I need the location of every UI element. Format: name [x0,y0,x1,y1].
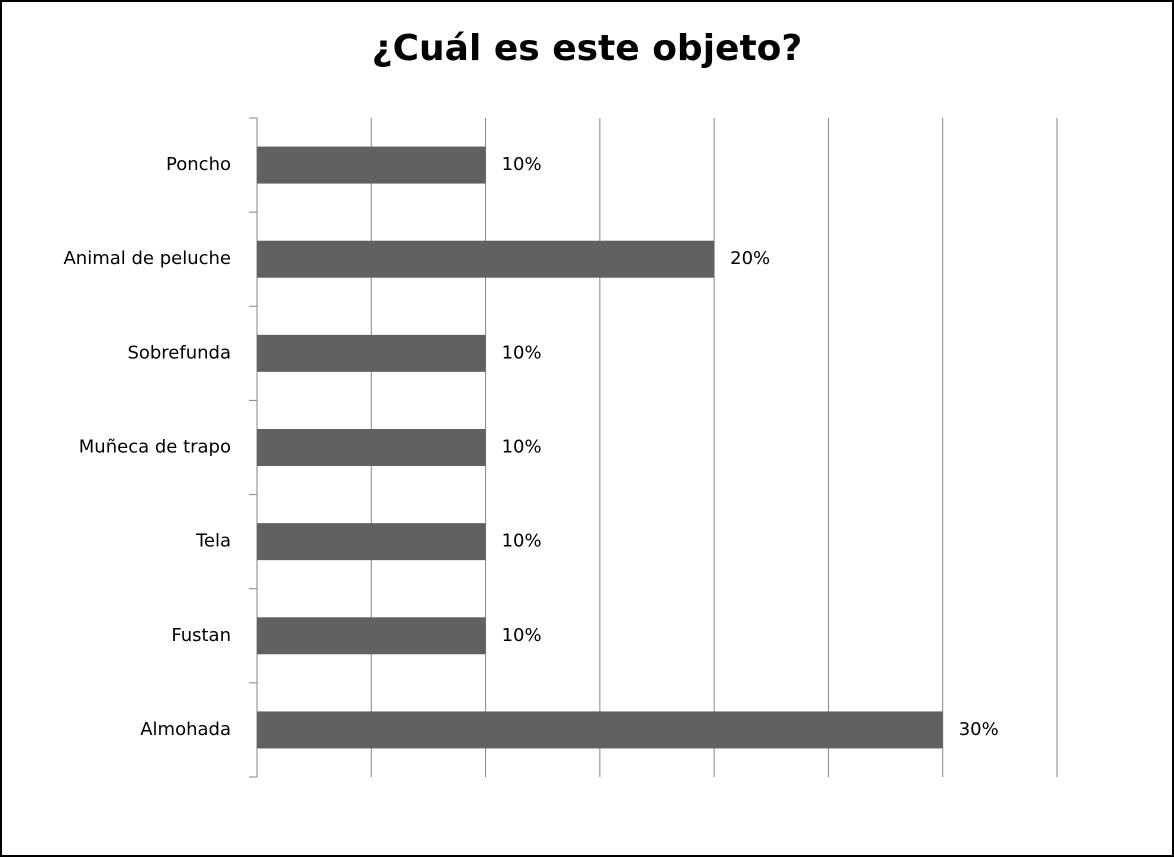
bar [257,240,715,278]
bar [257,429,486,466]
y-tick-label: Muñeca de trapo [79,437,231,458]
bar [257,146,486,184]
data-label: 10% [502,437,542,458]
y-tick-label: Animal de peluche [63,248,231,269]
data-label: 10% [502,625,542,646]
bar [257,617,486,655]
data-label: 10% [502,154,542,175]
data-label: 30% [959,719,999,740]
y-tick-label: Poncho [166,154,231,175]
chart-title: ¿Cuál es este objeto? [372,28,803,69]
y-tick-label: Sobrefunda [127,342,231,363]
y-tick-label: Fustan [171,625,231,646]
bar [257,334,486,372]
y-tick-label: Tela [195,531,231,552]
bar [257,711,943,749]
data-label: 10% [502,531,542,552]
data-label: 20% [730,248,770,269]
y-tick-label: Almohada [140,719,231,740]
bar [257,523,486,561]
data-label: 10% [502,342,542,363]
